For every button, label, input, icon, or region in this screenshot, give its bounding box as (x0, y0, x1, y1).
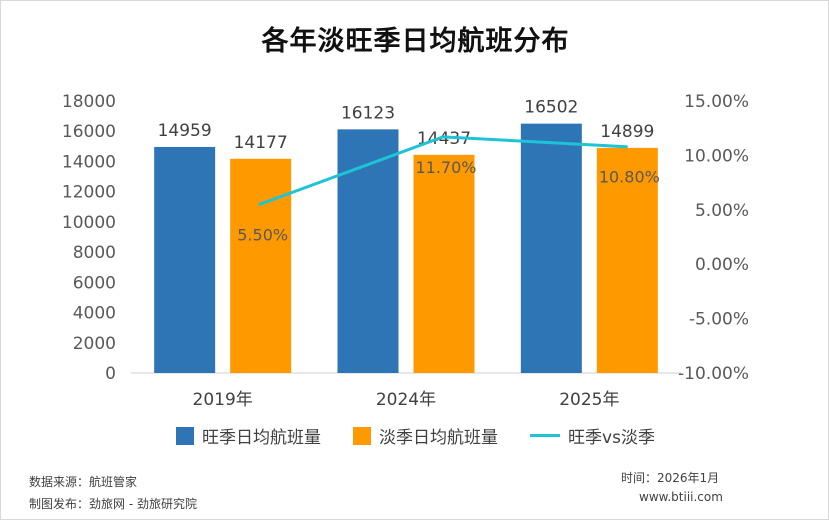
line-series-group: 5.50% 11.70% 10.80% (237, 135, 660, 244)
legend-swatch-peak (176, 426, 195, 445)
line-data-label: 5.50% (237, 225, 288, 244)
legend-item-ratio: 旺季vs淡季 (530, 423, 655, 448)
bar-data-label: 16123 (341, 103, 395, 123)
x-axis-labels: 2019年 2024年 2025年 (193, 390, 620, 410)
bar-data-label: 16502 (524, 98, 578, 118)
bar-data-label: 14959 (158, 121, 212, 141)
left-tick-label: 6000 (73, 273, 116, 293)
x-tick-label: 2019年 (193, 390, 253, 410)
left-tick-label: 16000 (62, 122, 116, 142)
bar (230, 158, 292, 373)
legend-label-ratio: 旺季vs淡季 (568, 428, 655, 448)
bar-data-label: 14177 (234, 133, 288, 153)
bar-data-label: 14437 (417, 129, 471, 149)
right-tick-label: 10.00% (684, 146, 749, 166)
bars-group: 14959 14177 16123 14437 16502 14899 (154, 98, 658, 373)
left-tick-label: 18000 (62, 92, 116, 112)
bar (520, 123, 582, 373)
legend-item-peak: 旺季日均航班量 (176, 423, 321, 448)
time-note: 时间：2026年1月 (621, 471, 720, 485)
right-tick-label: 15.00% (684, 92, 749, 112)
left-tick-label: 12000 (62, 183, 116, 203)
bar (596, 147, 658, 373)
bar (337, 129, 399, 373)
publisher-note: 制图发布：劲旅网 - 劲旅研究院 (29, 497, 197, 511)
left-tick-label: 0 (105, 364, 116, 384)
x-tick-label: 2025年 (559, 390, 619, 410)
left-axis-ticks: 18000 16000 14000 12000 10000 8000 6000 4000 200… (62, 92, 116, 384)
legend: 旺季日均航班量 淡季日均航班量 旺季vs淡季 (1, 423, 828, 448)
bar (413, 154, 475, 373)
left-tick-label: 14000 (62, 152, 116, 172)
source-note: 数据来源：航班管家 (29, 475, 138, 489)
right-tick-label: -5.00% (689, 310, 749, 330)
left-tick-label: 4000 (73, 304, 116, 324)
legend-label-offpeak: 淡季日均航班量 (379, 428, 499, 448)
site-note: www.btiii.com (639, 490, 723, 504)
legend-label-peak: 旺季日均航班量 (202, 428, 322, 448)
right-tick-label: 0.00% (695, 255, 749, 275)
chart-title: 各年淡旺季日均航班分布 (261, 26, 570, 57)
right-tick-label: -10.00% (678, 364, 749, 384)
line-data-label: 11.70% (415, 158, 476, 177)
line-point (624, 145, 628, 149)
bar (154, 146, 216, 373)
line-point (441, 135, 445, 139)
legend-item-offpeak: 淡季日均航班量 (353, 423, 498, 448)
left-tick-label: 10000 (62, 213, 116, 233)
line-point (258, 202, 262, 206)
legend-swatch-offpeak (353, 426, 372, 445)
legend-swatch-ratio (530, 434, 561, 437)
left-tick-label: 8000 (73, 243, 116, 263)
right-axis-ticks: 15.00% 10.00% 5.00% 0.00% -5.00% -10.00% (678, 92, 749, 384)
line-data-label: 10.80% (599, 168, 660, 187)
right-tick-label: 5.00% (695, 201, 749, 221)
left-tick-label: 2000 (73, 334, 116, 354)
bar-data-label: 14899 (600, 122, 654, 142)
x-tick-label: 2024年 (376, 390, 436, 410)
